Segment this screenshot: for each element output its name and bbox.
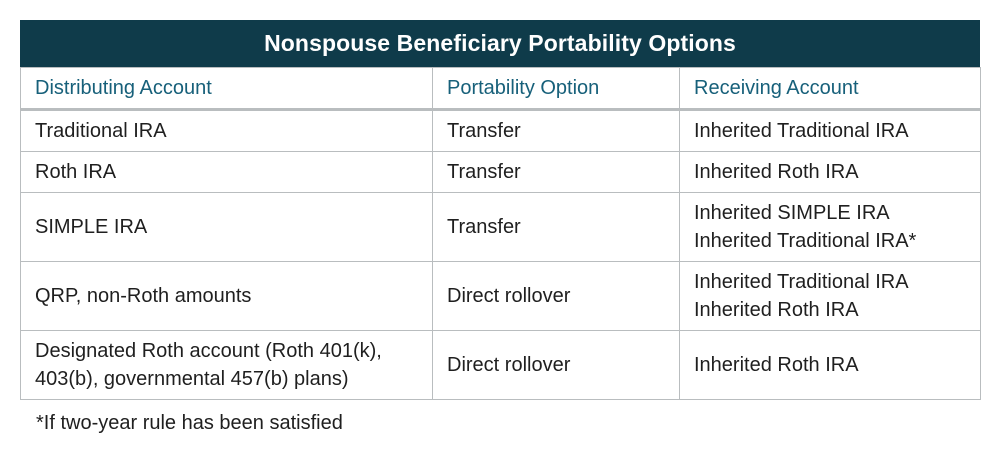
- cell-line: Inherited Traditional IRA: [694, 271, 909, 293]
- footnote: *If two-year rule has been satisfied: [36, 412, 343, 434]
- header-portability-option: Portability Option: [432, 67, 680, 111]
- cell-portability: Transfer: [432, 192, 680, 262]
- cell-portability: Transfer: [432, 151, 680, 193]
- cell-line: 403(b), governmental 457(b) plans): [35, 368, 349, 390]
- table-row: SIMPLE IRA Transfer Inherited SIMPLE IRA…: [20, 192, 981, 262]
- options-table: Distributing Account Portability Option …: [20, 67, 981, 400]
- cell-line: Inherited Traditional IRA*: [694, 230, 917, 252]
- cell-distributing: QRP, non-Roth amounts: [20, 261, 433, 331]
- cell-portability: Direct rollover: [432, 330, 680, 400]
- cell-receiving: Inherited Traditional IRA Inherited Roth…: [679, 261, 981, 331]
- cell-line: Inherited Roth IRA: [694, 161, 859, 183]
- cell-receiving: Inherited SIMPLE IRA Inherited Tradition…: [679, 192, 981, 262]
- portability-table: Nonspouse Beneficiary Portability Option…: [20, 20, 981, 400]
- cell-distributing: Designated Roth account (Roth 401(k), 40…: [20, 330, 433, 400]
- cell-line: Inherited Roth IRA: [694, 299, 859, 321]
- header-row: Distributing Account Portability Option …: [20, 67, 981, 111]
- cell-portability: Direct rollover: [432, 261, 680, 331]
- table-title: Nonspouse Beneficiary Portability Option…: [20, 20, 980, 67]
- cell-receiving: Inherited Roth IRA: [679, 330, 981, 400]
- cell-line: Traditional IRA: [35, 120, 167, 142]
- table-row: QRP, non-Roth amounts Direct rollover In…: [20, 261, 981, 331]
- table-row: Traditional IRA Transfer Inherited Tradi…: [20, 109, 981, 152]
- cell-line: Designated Roth account (Roth 401(k),: [35, 340, 382, 362]
- cell-line: Inherited SIMPLE IRA: [694, 202, 890, 224]
- table-row: Designated Roth account (Roth 401(k), 40…: [20, 330, 981, 400]
- header-distributing-account: Distributing Account: [20, 67, 433, 111]
- cell-line: Inherited Roth IRA: [694, 354, 859, 376]
- cell-line: SIMPLE IRA: [35, 216, 148, 238]
- cell-receiving: Inherited Roth IRA: [679, 151, 981, 193]
- cell-receiving: Inherited Traditional IRA: [679, 109, 981, 152]
- header-receiving-account: Receiving Account: [679, 67, 981, 111]
- table-row: Roth IRA Transfer Inherited Roth IRA: [20, 151, 981, 193]
- cell-distributing: SIMPLE IRA: [20, 192, 433, 262]
- cell-portability: Transfer: [432, 109, 680, 152]
- cell-distributing: Roth IRA: [20, 151, 433, 193]
- cell-line: Inherited Traditional IRA: [694, 120, 909, 142]
- cell-line: QRP, non-Roth amounts: [35, 285, 252, 307]
- cell-distributing: Traditional IRA: [20, 109, 433, 152]
- cell-line: Roth IRA: [35, 161, 117, 183]
